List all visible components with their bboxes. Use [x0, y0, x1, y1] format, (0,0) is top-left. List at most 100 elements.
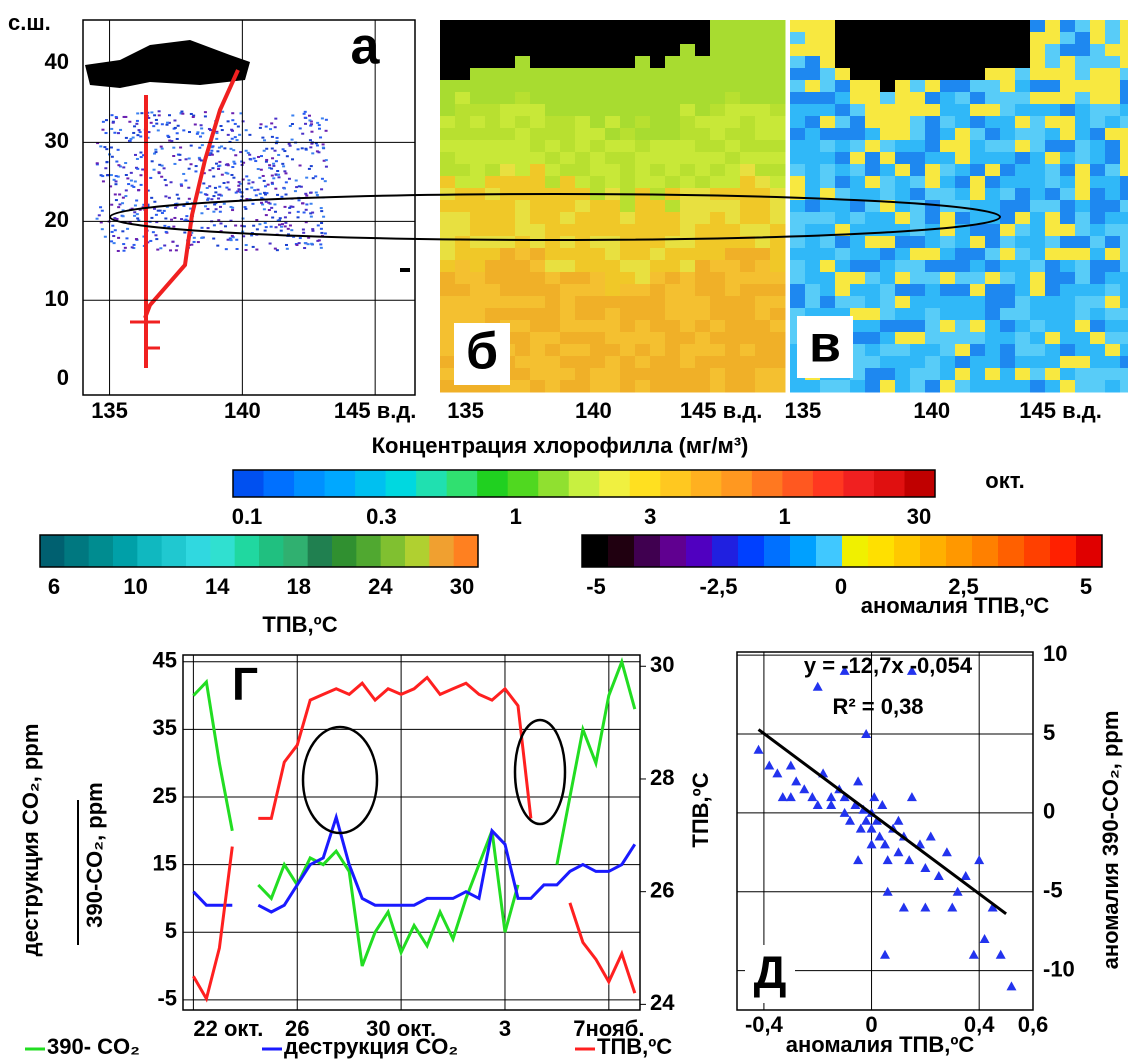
map-pixel: [284, 181, 288, 184]
map-cell: [910, 80, 926, 93]
map-cell: [835, 116, 851, 129]
map-cell: [650, 32, 666, 45]
map-pixel: [152, 168, 156, 171]
map-cell: [545, 200, 561, 213]
map-cell: [530, 140, 546, 153]
map-cell: [545, 164, 561, 177]
map-pixel: [311, 177, 315, 180]
map-cell: [895, 92, 911, 105]
colorbar-tick-label: -5: [586, 574, 606, 599]
map-pixel: [126, 227, 130, 230]
map-pixel: [261, 203, 265, 206]
map-cell: [515, 140, 531, 153]
map-pixel: [183, 231, 187, 234]
map-cell: [970, 260, 986, 273]
map-cell: [575, 380, 591, 393]
map-cell: [740, 308, 756, 321]
map-pixel: [232, 160, 236, 163]
map-cell: [665, 320, 681, 333]
map-cell: [470, 272, 486, 285]
map-cell: [865, 260, 881, 273]
colorbar-tick-label: -2,5: [700, 574, 738, 599]
map-cell: [1105, 284, 1121, 297]
map-pixel: [274, 160, 278, 163]
map-cell: [970, 320, 986, 333]
map-cell: [880, 272, 896, 285]
map-cell: [695, 212, 711, 225]
map-cell: [1090, 92, 1106, 105]
map-cell: [1030, 356, 1046, 369]
map-cell: [590, 92, 606, 105]
point: [882, 855, 893, 865]
map-pixel: [242, 225, 246, 228]
colorbar-cell: [608, 535, 635, 567]
map-pixel: [236, 125, 240, 128]
map-cell: [940, 56, 956, 69]
map-cell: [955, 236, 971, 249]
map-cell: [1045, 224, 1061, 237]
map-cell: [1075, 248, 1091, 261]
map-cell: [955, 344, 971, 357]
map-cell: [1030, 344, 1046, 357]
map-cell: [865, 56, 881, 69]
map-pixel: [234, 224, 238, 227]
map-cell: [1000, 68, 1016, 81]
map-pixel: [170, 140, 174, 143]
map-pixel: [212, 195, 216, 198]
map-cell: [820, 272, 836, 285]
map-cell: [530, 176, 546, 189]
map-cell: [970, 44, 986, 57]
map-cell: [970, 176, 986, 189]
map-cell: [835, 296, 851, 309]
map-cell: [805, 104, 821, 117]
map-cell: [1000, 164, 1016, 177]
map-cell: [985, 224, 1001, 237]
map-pixel: [268, 166, 272, 169]
map-pixel: [318, 127, 322, 130]
map-cell: [1045, 152, 1061, 165]
map-cell: [665, 128, 681, 141]
map-cell: [940, 344, 956, 357]
colorbar-cell: [920, 535, 947, 567]
map-cell: [1015, 80, 1031, 93]
map-pixel: [124, 115, 128, 118]
map-cell: [635, 356, 651, 369]
map-pixel: [317, 239, 321, 242]
map-pixel: [210, 153, 214, 156]
map-pixel: [115, 217, 119, 220]
map-cell: [515, 224, 531, 237]
map-cell: [650, 20, 666, 33]
map-pixel: [324, 159, 328, 162]
map-cell: [1015, 356, 1031, 369]
map-cell: [940, 104, 956, 117]
map-cell: [955, 56, 971, 69]
map-cell: [940, 236, 956, 249]
map-cell: [440, 284, 456, 297]
highlight-ellipse: [301, 725, 379, 835]
map-pixel: [205, 186, 209, 189]
map-pixel: [123, 246, 127, 249]
map-cell: [850, 212, 866, 225]
map-pixel: [95, 217, 99, 220]
map-cell: [605, 80, 621, 93]
map-cell: [515, 284, 531, 297]
map-cell: [455, 92, 471, 105]
map-cell: [1045, 140, 1061, 153]
map-pixel: [226, 172, 230, 175]
map-pixel: [113, 217, 117, 220]
map-cell: [805, 128, 821, 141]
map-cell: [1030, 20, 1046, 33]
colorbar-cell: [842, 535, 869, 567]
map-pixel: [400, 268, 410, 272]
map-cell: [560, 44, 576, 57]
map-cell: [1045, 380, 1061, 393]
map-cell: [1105, 344, 1121, 357]
map-cell: [740, 80, 756, 93]
map-cell: [725, 308, 741, 321]
map-cell: [1015, 248, 1031, 261]
map-cell: [910, 92, 926, 105]
map-cell: [805, 56, 821, 69]
point: [893, 847, 904, 857]
map-cell: [605, 308, 621, 321]
map-cell: [470, 44, 486, 57]
